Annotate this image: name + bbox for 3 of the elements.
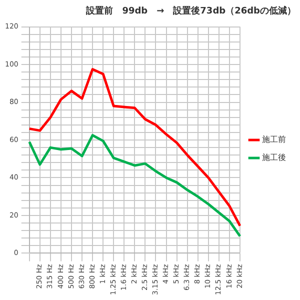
legend-label: 施工後 [262,153,286,162]
chart-title: 設置前 99db → 設置後73db（26dbの低減） [85,6,296,17]
legend-label: 施工前 [262,135,286,144]
